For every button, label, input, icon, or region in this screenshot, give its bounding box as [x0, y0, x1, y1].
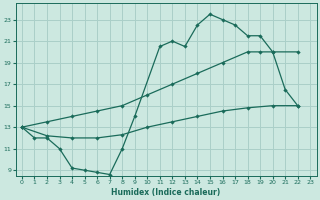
- X-axis label: Humidex (Indice chaleur): Humidex (Indice chaleur): [111, 188, 221, 197]
